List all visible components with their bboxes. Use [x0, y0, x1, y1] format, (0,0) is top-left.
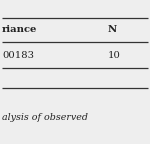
Text: 00183: 00183 — [2, 51, 34, 59]
Text: alysis of observed: alysis of observed — [2, 113, 88, 123]
Text: N: N — [108, 25, 117, 35]
Text: riance: riance — [2, 25, 37, 35]
Text: 10: 10 — [108, 51, 121, 59]
